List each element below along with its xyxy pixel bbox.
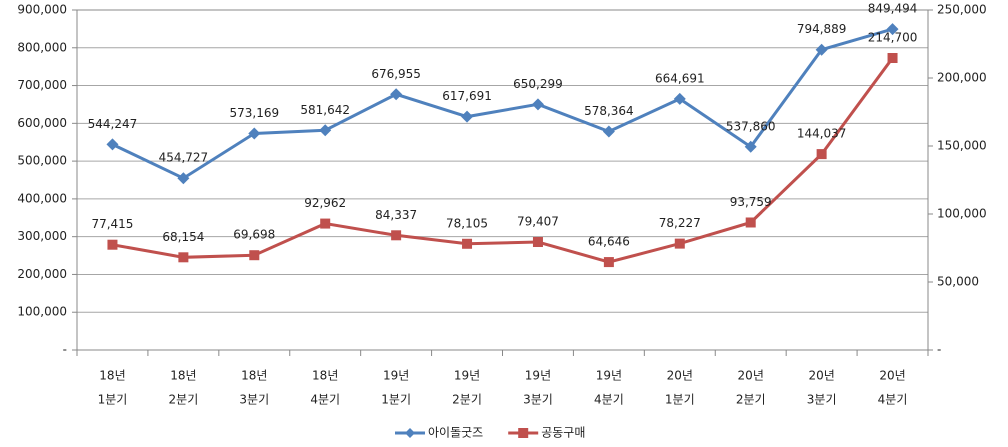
- plot-border: [76, 9, 929, 351]
- y2-tick-label: -: [937, 343, 941, 357]
- x-tick-label: 3분기: [239, 393, 269, 407]
- x-tick-label: 20년: [667, 369, 693, 383]
- x-tick-label: 2분기: [169, 393, 199, 407]
- x-tick-label: 19년: [454, 369, 480, 383]
- data-label: 650,299: [513, 77, 563, 91]
- marker: [531, 98, 544, 111]
- marker: [178, 252, 189, 263]
- data-label: 573,169: [229, 106, 279, 120]
- x-tick-label: 1분기: [665, 393, 695, 407]
- marker: [319, 124, 332, 137]
- x-tick-label: 20년: [808, 369, 834, 383]
- legend-marker: [518, 428, 529, 438]
- data-label: 664,691: [655, 71, 705, 85]
- y2-tick-label: 50,000: [937, 275, 979, 289]
- legend-label: 아이돌굿즈: [428, 426, 483, 440]
- x-tick-label: 18년: [241, 369, 267, 383]
- data-label: 454,727: [159, 151, 209, 165]
- marker: [248, 127, 261, 140]
- marker: [887, 53, 898, 64]
- marker: [106, 138, 119, 151]
- marker: [249, 250, 260, 261]
- data-label: 144,037: [797, 127, 847, 141]
- x-tick-label: 2분기: [736, 393, 766, 407]
- data-label: 92,962: [304, 196, 346, 210]
- data-label: 64,646: [588, 235, 630, 249]
- data-label: 68,154: [162, 230, 204, 244]
- data-label: 581,642: [300, 103, 350, 117]
- y-tick-label: 100,000: [17, 305, 67, 319]
- marker: [674, 238, 685, 249]
- y-tick-label: 500,000: [17, 154, 67, 168]
- x-tick-label: 2분기: [452, 393, 482, 407]
- legend-marker: [405, 428, 415, 438]
- y2-tick-label: 250,000: [937, 3, 987, 17]
- marker: [107, 239, 118, 250]
- marker: [603, 257, 614, 268]
- y-tick-label: 900,000: [17, 3, 67, 17]
- data-label: 93,759: [730, 195, 772, 209]
- marker: [391, 230, 402, 241]
- marker: [815, 43, 828, 56]
- legend-label: 공동구매: [541, 426, 585, 440]
- y-tick-label: 800,000: [17, 40, 67, 54]
- data-label: 84,337: [375, 208, 417, 222]
- data-label: 78,227: [659, 216, 701, 230]
- y-tick-label: 600,000: [17, 116, 67, 130]
- y-tick-label: 700,000: [17, 78, 67, 92]
- x-tick-label: 1분기: [98, 393, 128, 407]
- y2-tick-label: 200,000: [937, 71, 987, 85]
- x-tick-label: 18년: [170, 369, 196, 383]
- marker: [886, 23, 899, 36]
- marker: [744, 140, 757, 153]
- marker: [390, 88, 403, 101]
- x-tick-label: 20년: [738, 369, 764, 383]
- data-label: 79,407: [517, 215, 559, 229]
- marker: [745, 217, 756, 228]
- marker: [532, 237, 543, 248]
- data-label: 617,691: [442, 89, 492, 103]
- data-label: 537,860: [726, 119, 776, 133]
- x-tick-label: 3분기: [807, 393, 837, 407]
- x-tick-label: 4분기: [310, 393, 340, 407]
- x-tick-label: 19년: [596, 369, 622, 383]
- marker: [816, 149, 827, 160]
- x-tick-label: 4분기: [594, 393, 624, 407]
- marker: [461, 110, 474, 123]
- marker: [462, 238, 473, 249]
- marker: [673, 92, 686, 105]
- y2-tick-label: 150,000: [937, 139, 987, 153]
- marker: [602, 125, 615, 138]
- data-label: 77,415: [91, 217, 133, 231]
- y-tick-label: -: [63, 343, 67, 357]
- y-tick-label: 400,000: [17, 191, 67, 205]
- data-label: 676,955: [371, 67, 421, 81]
- y2-tick-label: 100,000: [937, 207, 987, 221]
- series-line: [112, 57, 894, 264]
- marker: [177, 172, 190, 185]
- x-tick-label: 4분기: [878, 393, 908, 407]
- data-label: 544,247: [88, 117, 138, 131]
- data-label: 214,700: [868, 31, 918, 45]
- data-label: 69,698: [233, 228, 275, 242]
- data-label: 578,364: [584, 104, 634, 118]
- x-tick-label: 19년: [525, 369, 551, 383]
- x-tick-label: 18년: [99, 369, 125, 383]
- data-label: 794,889: [797, 22, 847, 36]
- y-tick-label: 200,000: [17, 267, 67, 281]
- data-label: 78,105: [446, 216, 488, 230]
- data-label: 849,494: [868, 2, 918, 16]
- x-tick-label: 1분기: [381, 393, 411, 407]
- x-tick-label: 18년: [312, 369, 338, 383]
- x-tick-label: 3분기: [523, 393, 553, 407]
- marker: [320, 218, 331, 229]
- series-line: [111, 27, 893, 180]
- x-tick-label: 19년: [383, 369, 409, 383]
- x-tick-label: 20년: [879, 369, 905, 383]
- y-tick-label: 300,000: [17, 229, 67, 243]
